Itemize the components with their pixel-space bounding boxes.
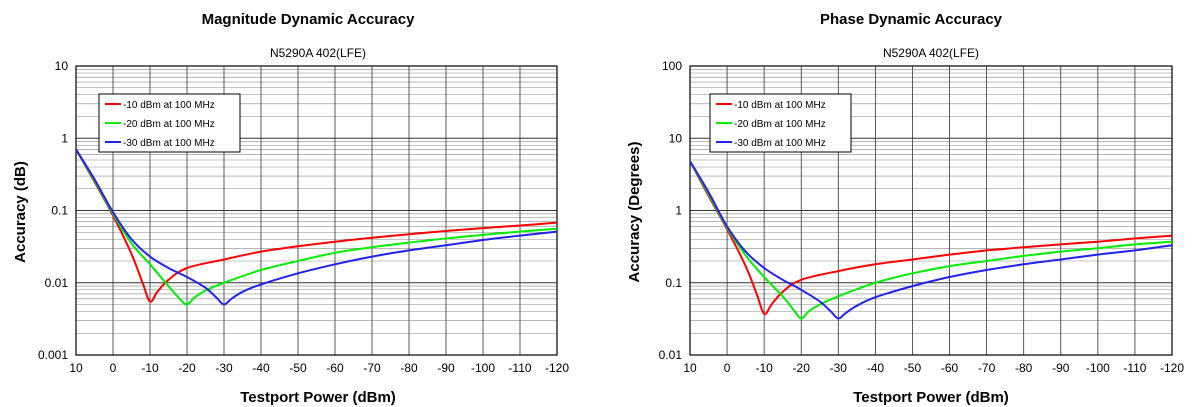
x-tick-label: -50 xyxy=(289,361,307,375)
series-line xyxy=(689,160,1173,320)
y-tick-label: 100 xyxy=(662,59,682,73)
x-tick-label: -110 xyxy=(508,361,531,375)
x-tick-label: -100 xyxy=(471,361,495,375)
x-tick-label: -70 xyxy=(363,361,381,375)
y-tick-label: 1 xyxy=(675,204,682,218)
chart-title: Magnitude Dynamic Accuracy xyxy=(202,11,415,28)
chart-subtitle: N5290A 402(LFE) xyxy=(883,46,979,60)
legend-label: -30 dBm at 100 MHz xyxy=(123,138,215,149)
x-tick-label: -10 xyxy=(755,361,773,375)
x-tick-label: -70 xyxy=(978,361,996,375)
x-tick-label: -40 xyxy=(252,361,270,375)
x-tick-label: -80 xyxy=(1015,361,1033,375)
phase-chart-svg: Phase Dynamic Accuracy N5290A 402(LFE) T… xyxy=(626,11,1185,406)
y-tick-label: 10 xyxy=(669,131,683,145)
series-line xyxy=(689,160,1173,320)
x-tick-label: -80 xyxy=(400,361,418,375)
legend-label: -20 dBm at 100 MHz xyxy=(734,119,826,130)
legend-label: -10 dBm at 100 MHz xyxy=(734,100,826,111)
x-tick-label: -30 xyxy=(215,361,233,375)
x-tick-label: 10 xyxy=(69,361,83,375)
x-tick-label: -120 xyxy=(1160,361,1184,375)
x-tick-label: -90 xyxy=(437,361,455,375)
x-axis-label: Testport Power (dBm) xyxy=(853,389,1009,406)
x-tick-label: -10 xyxy=(141,361,159,375)
series-line xyxy=(75,148,558,306)
phase-chart: Phase Dynamic Accuracy N5290A 402(LFE) T… xyxy=(599,0,1198,407)
x-tick-label: -120 xyxy=(545,361,569,375)
magnitude-chart-svg: Magnitude Dynamic Accuracy N5290A 402(LF… xyxy=(12,11,569,406)
x-tick-label: -20 xyxy=(793,361,811,375)
x-tick-label: -50 xyxy=(904,361,922,375)
magnitude-chart: Magnitude Dynamic Accuracy N5290A 402(LF… xyxy=(12,11,569,406)
x-tick-label: -20 xyxy=(178,361,196,375)
x-tick-label: -110 xyxy=(1123,361,1146,375)
y-tick-label: 10 xyxy=(55,59,69,73)
legend-label: -30 dBm at 100 MHz xyxy=(734,138,826,149)
plot-area: 0.001 0.01 0.1 1 10 10 0 -10 -20 -30 -40 -50 -60 -70 -… xyxy=(38,59,569,375)
plot-frame xyxy=(689,65,1173,356)
legend-label: -10 dBm at 100 MHz xyxy=(123,100,215,111)
plot-frame xyxy=(75,65,558,356)
y-tick-label: 0.01 xyxy=(45,276,69,290)
legend-label: -20 dBm at 100 MHz xyxy=(123,119,215,130)
x-axis-label: Testport Power (dBm) xyxy=(240,389,396,406)
chart-title: Phase Dynamic Accuracy xyxy=(820,11,1003,28)
legend-box xyxy=(98,93,241,153)
series-line xyxy=(689,160,1173,316)
x-tick-label: -30 xyxy=(830,361,848,375)
series-line xyxy=(75,148,558,303)
x-tick-label: 10 xyxy=(683,361,697,375)
series-line xyxy=(75,148,558,306)
y-tick-label: 0.001 xyxy=(38,348,68,362)
x-tick-label: -40 xyxy=(867,361,885,375)
y-axis-label: Accuracy (Degrees) xyxy=(626,142,643,283)
y-tick-label: 0.1 xyxy=(51,204,68,218)
y-tick-label: 1 xyxy=(61,131,68,145)
y-axis-label: Accuracy (dB) xyxy=(12,161,29,263)
x-tick-label: 0 xyxy=(110,361,117,375)
x-tick-label: -60 xyxy=(941,361,959,375)
x-tick-label: 0 xyxy=(724,361,731,375)
y-tick-label: 0.01 xyxy=(659,348,683,362)
x-tick-label: -100 xyxy=(1086,361,1110,375)
chart-subtitle: N5290A 402(LFE) xyxy=(270,46,366,60)
x-tick-label: -60 xyxy=(326,361,344,375)
legend-box xyxy=(709,93,852,153)
x-tick-label: -90 xyxy=(1052,361,1070,375)
y-tick-label: 0.1 xyxy=(665,276,682,290)
